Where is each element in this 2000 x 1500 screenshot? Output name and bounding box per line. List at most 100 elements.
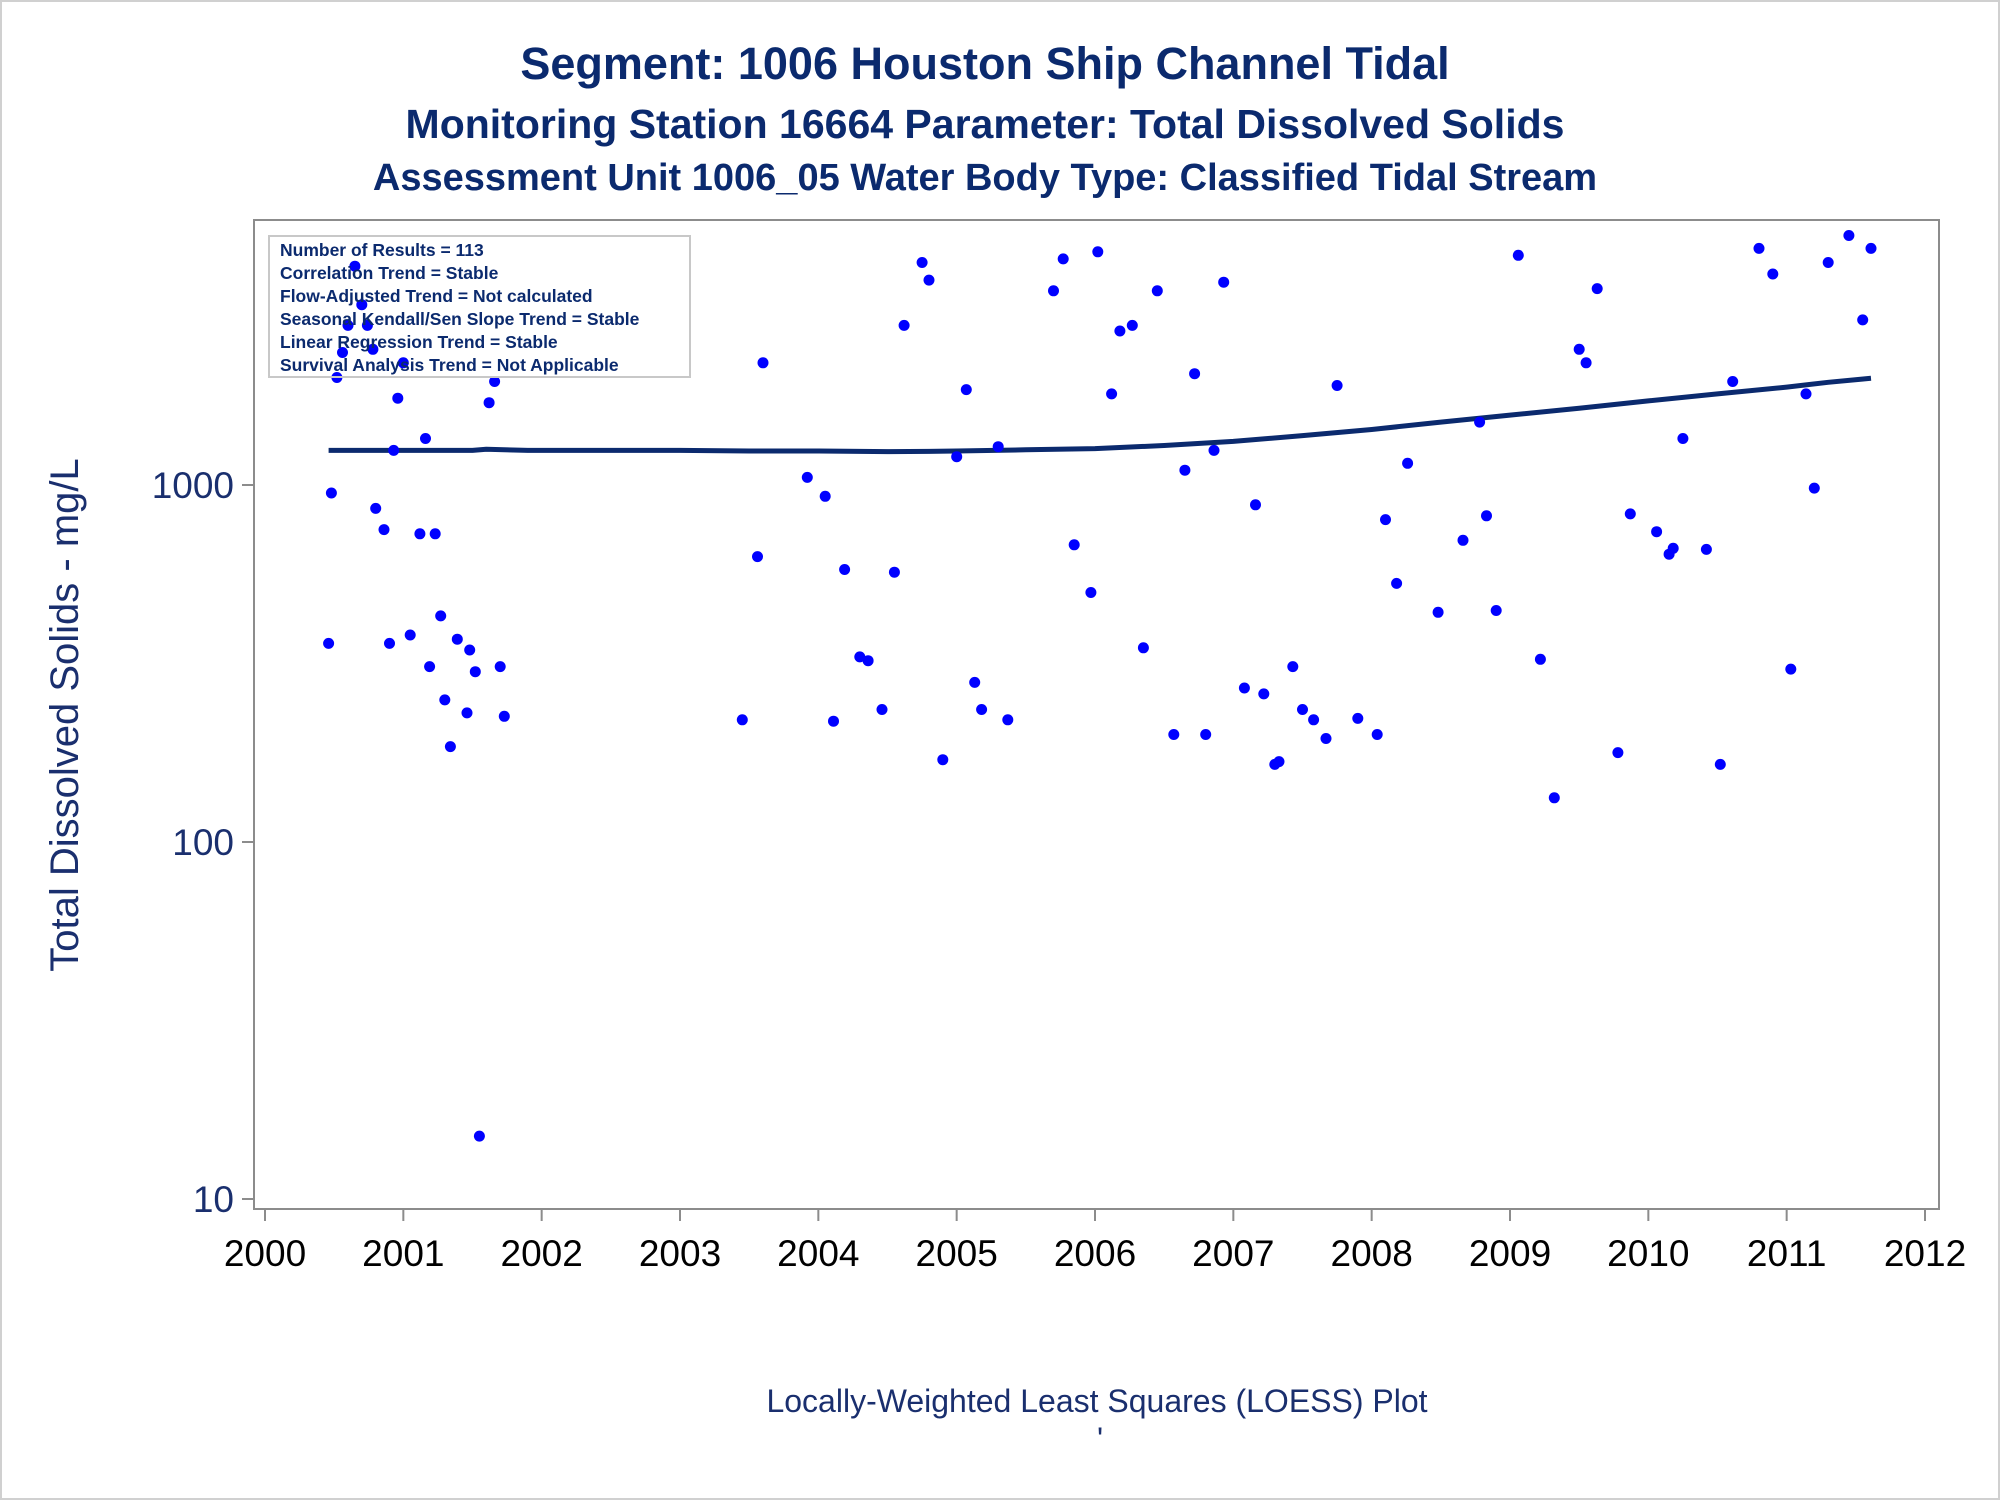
data-point [1218,276,1230,288]
x-axis: 2000 2001 2002 2003 2004 2005 2006 2007 2008 2009… [224,1209,1966,1274]
data-point [888,566,900,578]
data-point [1258,688,1270,700]
data-point [498,710,510,722]
data-point [1151,285,1163,297]
stats-line: Flow-Adjusted Trend = Not calculated [280,286,593,306]
data-point [1481,510,1492,522]
data-point [752,551,763,563]
loess-layer [328,375,1872,455]
x-tick-label: 2003 [639,1233,721,1274]
x-tick-label: 2007 [1192,1233,1274,1274]
chart-subtitle-2: Assessment Unit 1006_05 Water Body Type:… [373,157,1597,199]
data-point [424,661,436,673]
data-point [1612,747,1624,759]
data-point [1624,508,1636,520]
data-point [1189,368,1201,380]
footnote: Locally-Weighted Least Squares (LOESS) P… [766,1383,1427,1419]
data-point [451,633,463,645]
data-point [325,487,337,499]
data-point [1068,539,1080,551]
data-point [461,707,473,719]
data-point [992,441,1004,453]
data-point [969,676,981,688]
data-point [388,444,400,456]
data-point [356,299,368,311]
data-point [1753,242,1765,254]
data-point [757,357,769,369]
y-axis-label: Total Dissolved Solids - mg/L [43,458,87,972]
data-point [1822,257,1834,268]
y-tick-label: 10 [193,1179,234,1220]
data-point [464,644,476,656]
data-point [923,274,935,286]
data-point [1371,729,1383,740]
data-point [1865,242,1877,254]
stats-line: Number of Results = 113 [280,240,484,260]
data-point [367,343,379,355]
x-tick-label: 2005 [916,1233,998,1274]
data-point [1126,319,1138,331]
data-point [1114,325,1126,337]
data-point [1767,268,1779,280]
data-point [1380,514,1391,526]
chart-title: Segment: 1006 Houston Ship Channel Tidal [520,38,1449,89]
data-point [473,1130,485,1142]
x-tick-label: 2001 [362,1233,444,1274]
data-point [483,397,495,409]
points-layer [323,230,1877,1142]
data-point [819,490,831,502]
data-point [828,715,839,727]
data-point [378,524,390,536]
data-point [1092,246,1104,258]
data-point [1331,380,1343,391]
data-point [937,754,949,766]
data-point [1512,249,1524,261]
x-tick-label: 2006 [1054,1233,1136,1274]
data-point [337,347,348,358]
data-point [444,741,456,753]
data-point [1238,682,1250,694]
x-tick-label: 2008 [1331,1233,1413,1274]
data-point [898,319,910,331]
data-point [1002,714,1014,726]
data-point [414,528,426,540]
footnote-mark: ' [1097,1421,1103,1457]
data-point [1667,542,1679,554]
x-tick-label: 2002 [501,1233,583,1274]
y-axis: 10 100 1000 [152,465,254,1220]
chart-subtitle: Monitoring Station 16664 Parameter: Tota… [406,101,1565,147]
data-point [1808,482,1820,494]
data-point [1677,433,1689,444]
data-point [1548,792,1560,804]
x-tick-label: 2011 [1747,1233,1827,1274]
data-point [1200,729,1212,740]
data-point [1308,714,1320,726]
data-point [1432,606,1444,618]
data-point [1137,642,1149,654]
data-point [1057,253,1069,265]
stats-line: Linear Regression Trend = Stable [280,332,558,352]
y-tick-label: 100 [172,822,234,863]
data-point [420,433,431,444]
y-tick-label: 1000 [152,465,234,506]
x-tick-label: 2004 [777,1233,859,1274]
data-point [1250,499,1261,511]
data-point [384,637,395,649]
loess-line [328,375,1872,455]
data-point [1179,464,1191,476]
stats-line: Correlation Trend = Stable [280,263,499,283]
data-point [1208,444,1220,456]
data-point [1714,758,1726,770]
data-point [392,392,404,404]
data-point [1048,285,1059,297]
data-point [1727,376,1739,387]
stats-inset-box [268,235,691,378]
data-point [1320,733,1332,744]
data-point [1402,457,1414,469]
data-point [429,528,441,540]
data-point [1085,587,1097,598]
data-point [854,651,866,663]
data-point [951,451,963,463]
data-point [435,610,447,622]
